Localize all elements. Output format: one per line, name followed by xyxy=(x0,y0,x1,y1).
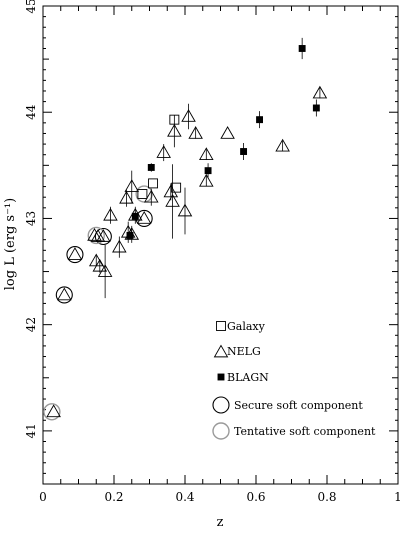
y-tick-label: 41 xyxy=(24,423,38,438)
secure-soft-circle xyxy=(94,227,112,246)
secure-soft-circle xyxy=(66,246,84,264)
legend-label: BLAGN xyxy=(227,371,269,384)
legend-blagn-icon xyxy=(217,373,225,381)
nelg-point xyxy=(87,228,102,241)
x-tick-label: 0 xyxy=(39,490,47,504)
nelg-point xyxy=(97,264,113,277)
legend-nelg-icon xyxy=(213,344,229,358)
nelg-point xyxy=(199,173,214,187)
plot-frame xyxy=(42,5,399,485)
nelg-point xyxy=(177,203,193,217)
legend: Galaxy NELG BLAGN Secure soft component Tent… xyxy=(212,320,376,440)
nelg-point xyxy=(181,109,196,122)
blagn-point xyxy=(204,167,212,175)
nelg-point xyxy=(275,138,290,152)
nelg-point xyxy=(312,85,328,99)
legend-galaxy-icon xyxy=(216,321,226,331)
nelg-point xyxy=(199,147,214,161)
nelg-point xyxy=(124,179,140,192)
galaxy-point xyxy=(171,182,182,193)
nelg-point xyxy=(112,239,127,253)
nelg-point xyxy=(220,126,235,139)
tentative-soft-circle xyxy=(135,185,153,203)
nelg-point xyxy=(167,123,182,137)
nelg-point xyxy=(156,145,171,158)
y-tick-label: 44 xyxy=(24,104,38,120)
blagn-point xyxy=(256,116,263,124)
nelg-point xyxy=(165,194,180,207)
blagn-point xyxy=(298,45,306,52)
tentative-soft-circle xyxy=(43,403,61,421)
legend-label: Galaxy xyxy=(227,320,266,333)
legend-label: NELG xyxy=(227,345,261,358)
x-tick-label: 0.2 xyxy=(104,490,123,504)
nelg-point xyxy=(136,211,152,224)
nelg-point xyxy=(103,207,118,221)
galaxy-point xyxy=(148,178,159,189)
blagn-point xyxy=(312,104,320,112)
legend-label: Tentative soft component xyxy=(234,425,376,438)
nelg-point xyxy=(163,184,179,198)
blagn-point xyxy=(147,164,155,171)
x-tick-label: 1 xyxy=(394,490,400,504)
legend-label: Secure soft component xyxy=(234,399,363,412)
blagn-point xyxy=(240,148,248,155)
nelg-point xyxy=(143,189,159,203)
data-marks xyxy=(43,37,328,421)
legend-secure-icon xyxy=(212,396,230,414)
nelg-point xyxy=(96,229,111,242)
nelg-point xyxy=(46,404,61,418)
x-axis-label: z xyxy=(217,515,224,530)
x-tick-label: 0.4 xyxy=(175,490,194,504)
secure-soft-circle xyxy=(55,286,73,304)
y-axis-label: log L (erg s⁻¹) xyxy=(3,198,18,290)
x-tick-label: 0.6 xyxy=(246,490,265,504)
galaxy-point xyxy=(137,189,148,199)
y-tick-label: 42 xyxy=(24,317,38,332)
nelg-point xyxy=(92,258,108,272)
y-tick-label: 43 xyxy=(24,211,38,226)
plot-axes: 0 0.2 0.4 0.6 0.8 1 41 42 43 44 45 xyxy=(24,0,400,504)
nelg-point xyxy=(67,247,83,260)
blagn-point xyxy=(126,231,134,239)
nelg-point xyxy=(57,287,72,301)
blagn-point xyxy=(131,212,139,220)
x-tick-label: 0.8 xyxy=(317,490,336,504)
legend-tentative-icon xyxy=(212,422,230,440)
y-tick-label: 45 xyxy=(24,0,38,14)
nelg-point xyxy=(188,126,203,139)
tentative-soft-circle xyxy=(87,226,105,245)
nelg-point xyxy=(119,190,134,204)
